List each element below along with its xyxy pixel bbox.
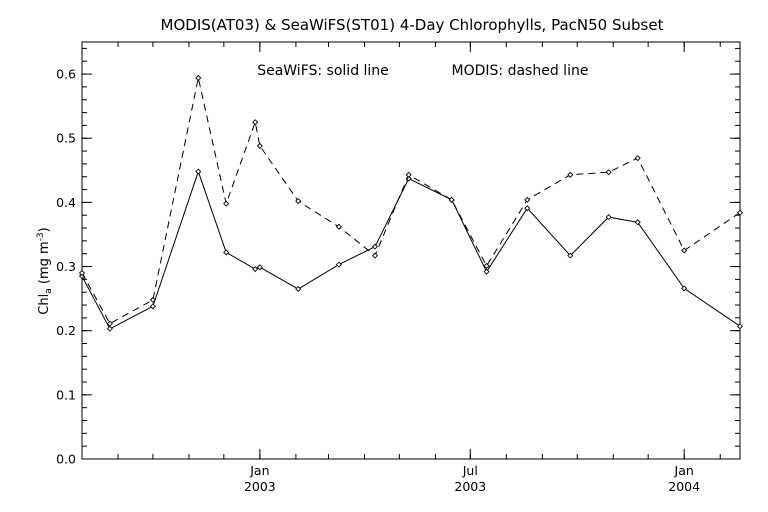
data-point-seawifs bbox=[106, 325, 113, 332]
data-point-modis bbox=[195, 74, 202, 81]
y-label-superscript: -3 bbox=[36, 232, 46, 241]
y-tick-label: 0.4 bbox=[56, 195, 76, 210]
x-tick-month-label: Jan bbox=[249, 463, 269, 478]
data-point-seawifs bbox=[195, 168, 202, 175]
y-tick-label: 0.1 bbox=[56, 387, 76, 402]
data-point-seawifs bbox=[681, 285, 688, 292]
data-point-seawifs bbox=[736, 323, 744, 330]
data-point-modis bbox=[252, 119, 259, 126]
data-point-modis bbox=[448, 196, 455, 203]
data-point-modis bbox=[335, 223, 342, 230]
data-point-seawifs bbox=[252, 266, 259, 273]
data-point-seawifs bbox=[634, 219, 641, 226]
legend-note-seawifs: SeaWiFS: solid line bbox=[257, 63, 389, 79]
y-tick-label: 0.5 bbox=[56, 131, 76, 146]
data-point-modis bbox=[567, 171, 574, 178]
data-point-seawifs bbox=[524, 205, 531, 212]
x-tick-year-label: 2003 bbox=[244, 479, 276, 494]
x-tick-year-label: 2004 bbox=[668, 479, 700, 494]
data-point-modis bbox=[371, 252, 378, 259]
data-point-seawifs bbox=[149, 303, 156, 310]
data-point-modis bbox=[295, 198, 302, 205]
data-point-modis bbox=[256, 142, 263, 149]
x-tick-month-label: Jan bbox=[674, 463, 694, 478]
data-point-modis bbox=[149, 296, 156, 303]
data-point-modis bbox=[681, 247, 688, 254]
data-point-modis bbox=[524, 196, 531, 203]
data-point-seawifs bbox=[567, 252, 574, 259]
x-tick-year-label: 2003 bbox=[454, 479, 486, 494]
data-point-seawifs bbox=[223, 249, 230, 256]
legend-note-modis: MODIS: dashed line bbox=[452, 63, 589, 79]
data-point-seawifs bbox=[371, 243, 378, 250]
data-point-seawifs bbox=[295, 285, 302, 293]
series-group bbox=[78, 74, 744, 332]
data-point-modis bbox=[223, 200, 230, 207]
data-point-modis bbox=[78, 269, 86, 276]
y-label-units: (mg m bbox=[37, 241, 52, 288]
y-label-subscript: a bbox=[44, 288, 54, 294]
data-point-modis bbox=[405, 171, 412, 178]
data-point-seawifs bbox=[605, 214, 612, 221]
chart-title: MODIS(AT03) & SeaWiFS(ST01) 4-Day Chloro… bbox=[161, 16, 664, 34]
data-point-modis bbox=[736, 209, 744, 216]
axes: 0.00.10.20.30.40.50.6Jan2003Jul2003Jan20… bbox=[56, 42, 740, 494]
data-point-seawifs bbox=[335, 261, 342, 268]
y-label-base: Chl bbox=[37, 294, 52, 315]
data-point-seawifs bbox=[483, 268, 490, 275]
y-label-units-end: ) bbox=[37, 227, 52, 232]
x-tick-month-label: Jul bbox=[462, 463, 478, 478]
data-point-modis bbox=[483, 262, 490, 269]
data-point-modis bbox=[106, 320, 113, 327]
data-point-modis bbox=[634, 155, 641, 162]
y-tick-label: 0.3 bbox=[56, 259, 76, 274]
data-point-modis bbox=[605, 169, 612, 176]
y-tick-label: 0.0 bbox=[56, 452, 76, 467]
y-axis-label: Chla (mg m-3) bbox=[36, 227, 54, 314]
series-line-seawifs bbox=[81, 170, 741, 330]
y-tick-label: 0.2 bbox=[56, 323, 76, 338]
plot-frame bbox=[81, 41, 741, 460]
series-line-modis bbox=[81, 77, 741, 325]
y-tick-label: 0.6 bbox=[56, 67, 76, 82]
data-point-seawifs bbox=[256, 264, 263, 271]
